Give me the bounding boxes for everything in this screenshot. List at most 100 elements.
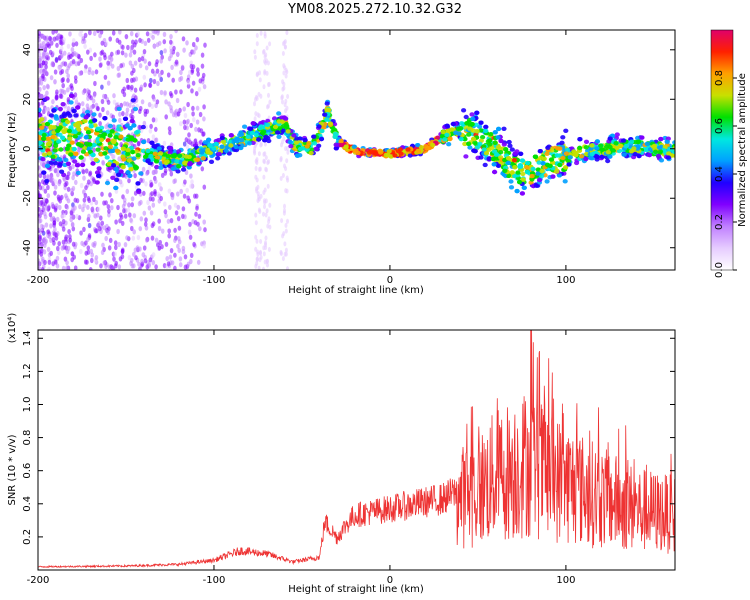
noise-point <box>58 39 63 45</box>
spectral-point <box>589 143 595 148</box>
spectral-point <box>152 151 158 156</box>
spectral-point <box>557 146 563 151</box>
spectral-point <box>121 157 127 162</box>
spectral-point <box>655 153 662 159</box>
spectral-point <box>110 175 116 180</box>
noise-point <box>149 77 153 84</box>
noise-point <box>167 228 171 234</box>
noise-point <box>125 235 129 241</box>
spectral-point <box>72 134 78 139</box>
noise-point <box>40 242 44 248</box>
noise-point <box>144 65 149 71</box>
noise-point <box>129 260 133 266</box>
noise-point <box>107 212 111 218</box>
noise-point <box>121 247 125 253</box>
noise-point <box>44 222 49 228</box>
spectral-point <box>118 134 124 139</box>
noise-point <box>43 259 47 265</box>
noise-point <box>68 31 72 37</box>
spectral-point <box>120 146 126 151</box>
noise-point <box>159 58 163 64</box>
spectral-point <box>566 158 572 164</box>
noise-point <box>91 70 95 76</box>
spectral-point <box>467 145 473 150</box>
noise-point <box>118 117 122 123</box>
noise-point <box>44 64 48 70</box>
noise-point <box>54 259 58 265</box>
spectral-point <box>158 151 164 156</box>
noise-point <box>146 37 151 43</box>
noise-point <box>124 52 128 58</box>
spectral-point <box>470 116 476 122</box>
noise-point <box>71 226 76 232</box>
noise-point <box>191 80 196 86</box>
snr-frame <box>37 329 676 571</box>
noise-point <box>54 95 59 101</box>
noise-point <box>67 229 71 235</box>
spectral-point <box>658 158 665 163</box>
spectral-point <box>466 132 472 137</box>
noise-point <box>138 105 143 112</box>
noise-point <box>82 175 86 181</box>
spectral-point <box>461 108 467 113</box>
noise-point <box>41 256 45 262</box>
noise-point <box>42 236 47 242</box>
noise-point <box>86 236 90 242</box>
noise-point <box>59 53 64 60</box>
noise-point <box>197 213 202 219</box>
spectral-point <box>98 137 105 142</box>
noise-point <box>58 204 62 211</box>
noise-point <box>281 173 285 178</box>
spectral-point <box>107 123 113 129</box>
x-tick-label: 0 <box>387 575 393 586</box>
noise-point <box>196 67 200 73</box>
noise-point <box>61 265 66 270</box>
noise-point <box>164 241 169 247</box>
noise-point <box>90 257 94 264</box>
noise-point <box>112 256 116 262</box>
noise-point <box>148 82 153 88</box>
noise-point <box>58 198 62 204</box>
noise-point <box>254 246 258 252</box>
spectral-point <box>498 150 504 155</box>
spectral-point <box>38 112 43 118</box>
noise-point <box>168 130 172 136</box>
spectral-point <box>302 137 308 143</box>
snr-x-axis-label: Height of straight line (km) <box>288 584 424 595</box>
spectrogram-y-ticks: -40 -20 0 20 40 <box>22 43 675 256</box>
spectral-point <box>467 126 473 131</box>
spectral-point <box>557 162 563 168</box>
noise-point <box>174 210 179 216</box>
spectral-point <box>48 113 55 118</box>
noise-point <box>87 222 92 229</box>
noise-point <box>262 49 265 55</box>
noise-point <box>265 45 269 51</box>
noise-point <box>179 188 183 194</box>
spectral-point <box>132 138 138 143</box>
noise-point <box>171 77 175 83</box>
noise-point <box>126 84 130 90</box>
spectral-point <box>483 124 489 130</box>
spectral-point <box>544 179 550 184</box>
spectral-point <box>113 135 119 140</box>
spectral-point <box>481 147 487 152</box>
noise-point <box>88 30 92 36</box>
noise-point <box>57 66 62 72</box>
noise-point <box>70 187 74 194</box>
noise-point <box>123 200 127 206</box>
spectral-point <box>130 98 136 103</box>
noise-point <box>151 260 156 266</box>
spectral-point <box>231 138 237 143</box>
noise-point <box>78 204 82 210</box>
noise-point <box>92 30 97 36</box>
noise-point <box>107 55 112 61</box>
noise-point <box>38 200 41 206</box>
noise-point <box>168 204 172 210</box>
spectral-point <box>599 154 605 159</box>
spectral-point <box>69 93 75 99</box>
spectral-point <box>73 151 79 156</box>
spectral-point <box>515 170 521 175</box>
noise-point <box>176 243 180 249</box>
noise-point <box>139 177 143 183</box>
spectral-point <box>481 144 487 149</box>
